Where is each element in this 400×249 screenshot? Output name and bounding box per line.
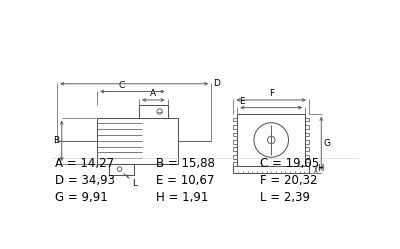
Text: H: H [317,164,323,173]
Text: L = 2,39: L = 2,39 [260,191,310,204]
Text: E = 10,67: E = 10,67 [156,174,215,187]
Text: L: L [132,179,137,188]
Text: C = 19,05: C = 19,05 [260,157,319,170]
Text: A = 14,27: A = 14,27 [55,157,114,170]
Bar [109,164,134,175]
Bar [97,118,178,164]
Text: G: G [324,139,330,148]
Text: E: E [239,97,244,106]
Text: B: B [53,136,60,145]
Text: D = 34,93: D = 34,93 [55,174,115,187]
Text: D: D [213,79,220,88]
Text: H = 1,91: H = 1,91 [156,191,209,204]
Text: B = 15,88: B = 15,88 [156,157,215,170]
Text: F: F [269,89,274,98]
Text: A: A [150,89,156,98]
Bar [139,105,168,118]
Text: C: C [119,81,125,90]
Bar [237,114,305,166]
Text: F = 20,32: F = 20,32 [260,174,317,187]
Text: G = 9,91: G = 9,91 [55,191,108,204]
